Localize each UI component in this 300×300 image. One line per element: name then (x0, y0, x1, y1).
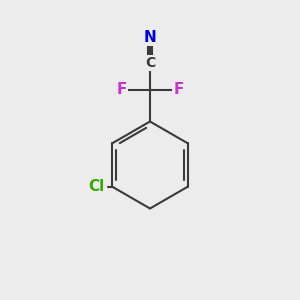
Text: Cl: Cl (88, 179, 105, 194)
Text: F: F (116, 82, 127, 98)
Text: C: C (145, 56, 155, 70)
Text: F: F (173, 82, 184, 98)
Text: N: N (144, 30, 156, 45)
